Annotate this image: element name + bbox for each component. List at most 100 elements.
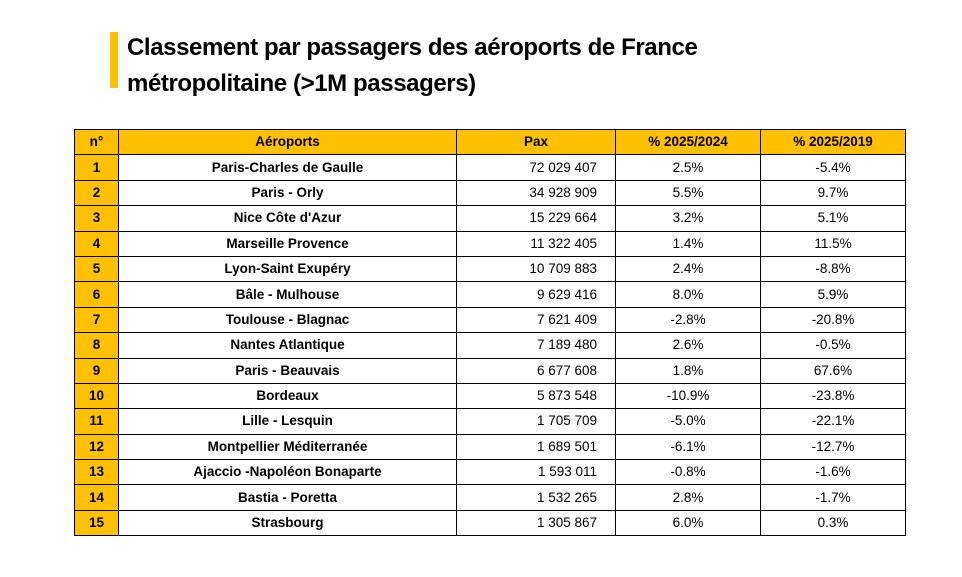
change-2024-cell: -10.9% [615,382,761,410]
change-2024-cell: 3.2% [615,205,761,232]
rank-cell: 15 [74,509,119,537]
change-2019-cell: -1.6% [760,459,906,486]
change-2019-cell: 5.9% [760,281,906,308]
change-2019-cell: 9.7% [760,179,906,207]
change-2024-cell: 1.8% [615,357,761,384]
table-row: 13 Ajaccio -Napoléon Bonaparte 1 593 011 -0… [74,459,906,486]
pax-cell: 15 229 664 [456,205,616,232]
pax-cell: 11 322 405 [456,230,616,257]
rank-cell: 11 [74,408,119,435]
pax-cell: 1 689 501 [456,433,616,461]
table-row: 9 Paris - Beauvais 6 677 608 1.8% 67.6% [74,357,906,384]
rank-cell: 9 [74,357,119,384]
rank-cell: 13 [74,459,119,486]
change-2024-cell: 2.4% [615,255,761,283]
header-rank: n° [74,128,119,156]
pax-cell: 9 629 416 [456,281,616,308]
table-header-row: n° Aéroports Pax % 2025/2024 % 2025/2019 [74,128,906,156]
airport-name-cell: Lille - Lesquin [118,408,457,435]
airport-ranking-table: n° Aéroports Pax % 2025/2024 % 2025/2019… [74,128,906,537]
rank-cell: 3 [74,205,119,232]
table-row: 8 Nantes Atlantique 7 189 480 2.6% -0.5% [74,332,906,359]
airport-name-cell: Paris - Beauvais [118,357,457,384]
change-2019-cell: -5.4% [760,154,906,181]
rank-cell: 10 [74,382,119,410]
airport-name-cell: Bastia - Poretta [118,484,457,511]
change-2024-cell: -2.8% [615,306,761,334]
airport-name-cell: Paris-Charles de Gaulle [118,154,457,181]
table-row: 14 Bastia - Poretta 1 532 265 2.8% -1.7% [74,484,906,511]
airport-name-cell: Montpellier Méditerranée [118,433,457,461]
pax-cell: 10 709 883 [456,255,616,283]
rank-cell: 8 [74,332,119,359]
change-2019-cell: -23.8% [760,382,906,410]
change-2019-cell: -20.8% [760,306,906,334]
table-row: 2 Paris - Orly 34 928 909 5.5% 9.7% [74,179,906,207]
change-2019-cell: -22.1% [760,408,906,435]
change-2024-cell: 2.6% [615,332,761,359]
airport-name-cell: Lyon-Saint Exupéry [118,255,457,283]
change-2019-cell: -8.8% [760,255,906,283]
header-change-2019: % 2025/2019 [760,128,906,156]
pax-cell: 1 305 867 [456,509,616,537]
pax-cell: 7 621 409 [456,306,616,334]
airport-name-cell: Strasbourg [118,509,457,537]
page-title: Classement par passagers des aéroports d… [127,30,698,102]
rank-cell: 12 [74,433,119,461]
rank-cell: 7 [74,306,119,334]
change-2024-cell: -0.8% [615,459,761,486]
rank-cell: 4 [74,230,119,257]
table-row: 11 Lille - Lesquin 1 705 709 -5.0% -22.1% [74,408,906,435]
rank-cell: 5 [74,255,119,283]
table-row: 15 Strasbourg 1 305 867 6.0% 0.3% [74,509,906,537]
airport-name-cell: Bordeaux [118,382,457,410]
table-row: 3 Nice Côte d'Azur 15 229 664 3.2% 5.1% [74,205,906,232]
pax-cell: 6 677 608 [456,357,616,384]
change-2024-cell: 6.0% [615,509,761,537]
header-change-2024: % 2025/2024 [615,128,761,156]
airport-name-cell: Paris - Orly [118,179,457,207]
change-2024-cell: 1.4% [615,230,761,257]
pax-cell: 72 029 407 [456,154,616,181]
change-2019-cell: -1.7% [760,484,906,511]
change-2024-cell: -5.0% [615,408,761,435]
pax-cell: 5 873 548 [456,382,616,410]
change-2019-cell: 0.3% [760,509,906,537]
airport-name-cell: Nice Côte d'Azur [118,205,457,232]
title-accent-bar [110,32,118,88]
change-2024-cell: 2.8% [615,484,761,511]
pax-cell: 1 705 709 [456,408,616,435]
change-2019-cell: 11.5% [760,230,906,257]
airport-name-cell: Nantes Atlantique [118,332,457,359]
change-2024-cell: 2.5% [615,154,761,181]
table-row: 4 Marseille Provence 11 322 405 1.4% 11.5% [74,230,906,257]
title-line-2: métropolitaine (>1M passagers) [127,70,476,97]
table-row: 12 Montpellier Méditerranée 1 689 501 -6.1%… [74,433,906,461]
table-row: 7 Toulouse - Blagnac 7 621 409 -2.8% -20.8% [74,306,906,334]
rank-cell: 1 [74,154,119,181]
pax-cell: 7 189 480 [456,332,616,359]
table-row: 5 Lyon-Saint Exupéry 10 709 883 2.4% -8.8% [74,255,906,283]
change-2024-cell: 5.5% [615,179,761,207]
header-airport: Aéroports [118,128,457,156]
table-row: 1 Paris-Charles de Gaulle 72 029 407 2.5% -5… [74,154,906,181]
change-2024-cell: 8.0% [615,281,761,308]
rank-cell: 6 [74,281,119,308]
pax-cell: 1 593 011 [456,459,616,486]
airport-name-cell: Bâle - Mulhouse [118,281,457,308]
airport-name-cell: Ajaccio -Napoléon Bonaparte [118,459,457,486]
change-2019-cell: 67.6% [760,357,906,384]
title-line-1: Classement par passagers des aéroports d… [127,34,698,61]
header-pax: Pax [456,128,616,156]
airport-name-cell: Toulouse - Blagnac [118,306,457,334]
rank-cell: 2 [74,179,119,207]
rank-cell: 14 [74,484,119,511]
pax-cell: 34 928 909 [456,179,616,207]
change-2024-cell: -6.1% [615,433,761,461]
table-row: 6 Bâle - Mulhouse 9 629 416 8.0% 5.9% [74,281,906,308]
change-2019-cell: 5.1% [760,205,906,232]
change-2019-cell: -12.7% [760,433,906,461]
change-2019-cell: -0.5% [760,332,906,359]
pax-cell: 1 532 265 [456,484,616,511]
table-row: 10 Bordeaux 5 873 548 -10.9% -23.8% [74,382,906,410]
